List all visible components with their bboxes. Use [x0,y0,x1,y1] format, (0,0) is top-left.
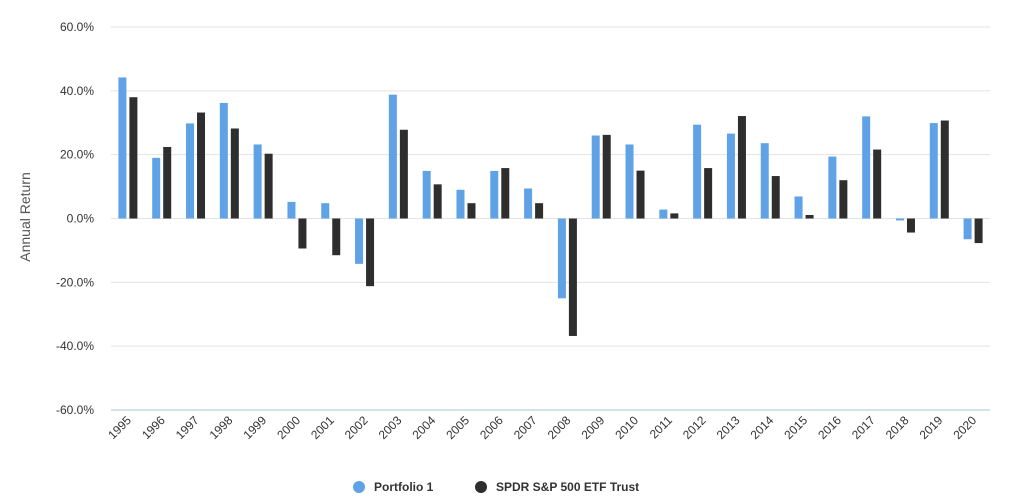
bar-portfolio-1-2001[interactable] [321,203,330,219]
bar-spdr-2019[interactable] [940,120,949,219]
y-tick-label: -20.0% [56,275,94,289]
x-tick-label: 2020 [950,413,979,442]
bar-spdr-2010[interactable] [636,170,645,219]
bar-spdr-1996[interactable] [163,147,172,219]
bar-spdr-2012[interactable] [704,168,713,219]
bar-portfolio-1-1997[interactable] [186,123,195,219]
x-tick-label: 2019 [917,413,946,442]
bar-portfolio-1-2005[interactable] [456,189,465,219]
bar-spdr-2011[interactable] [670,213,679,219]
x-tick-label: 2016 [815,413,844,442]
x-tick-label: 2003 [376,413,405,442]
bar-spdr-2006[interactable] [501,168,510,219]
legend-item-spdr[interactable]: SPDR S&P 500 ETF Trust [475,480,639,494]
bar-portfolio-1-2008[interactable] [557,218,566,299]
x-tick-label: 1999 [240,413,269,442]
bar-portfolio-1-2007[interactable] [524,188,533,219]
bar-spdr-2007[interactable] [535,203,544,219]
x-tick-label: 2000 [274,413,303,442]
x-tick-label: 2002 [342,413,371,442]
x-tick-label: 2015 [781,413,810,442]
bar-portfolio-1-1996[interactable] [152,157,161,219]
bar-spdr-2020[interactable] [974,218,983,244]
bar-spdr-1998[interactable] [230,128,239,219]
bar-spdr-2003[interactable] [399,129,408,219]
bars [118,77,983,336]
bar-portfolio-1-2003[interactable] [388,94,397,219]
bar-spdr-2004[interactable] [433,184,442,219]
bar-portfolio-1-2000[interactable] [287,201,296,219]
x-tick-label: 2012 [680,413,709,442]
x-tick-label: 2008 [545,413,574,442]
y-tick-label: 20.0% [60,148,94,162]
y-tick-label: -60.0% [56,403,94,417]
x-axis-ticks: 1995 1996 1997 1998 1999 2000 2001 2002 2003 2004… [105,413,979,442]
x-tick-label: 2005 [443,413,472,442]
bar-portfolio-1-1999[interactable] [253,144,262,219]
bar-spdr-2005[interactable] [467,203,476,219]
bar-portfolio-1-2020[interactable] [963,218,972,240]
bar-spdr-2016[interactable] [839,180,848,219]
bar-spdr-2009[interactable] [602,134,611,219]
legend[interactable]: Portfolio 1 SPDR S&P 500 ETF Trust [353,480,639,494]
legend-item-portfolio-1[interactable]: Portfolio 1 [353,480,434,494]
x-tick-label: 1996 [139,413,168,442]
y-tick-label: -40.0% [56,339,94,353]
x-tick-label: 1995 [105,413,134,442]
x-tick-label: 1997 [173,413,202,442]
legend-label-spdr[interactable]: SPDR S&P 500 ETF Trust [496,480,639,494]
y-axis-label: Annual Return [17,172,33,262]
bar-spdr-2008[interactable] [568,218,577,336]
bar-portfolio-1-2017[interactable] [862,116,871,219]
x-tick-label: 2010 [612,413,641,442]
x-tick-label: 2006 [477,413,506,442]
bar-spdr-1997[interactable] [197,112,206,219]
bar-spdr-2001[interactable] [332,218,341,256]
bar-portfolio-1-2013[interactable] [726,133,735,219]
bar-portfolio-1-2015[interactable] [794,196,803,219]
bar-portfolio-1-2004[interactable] [422,170,431,219]
bar-spdr-1999[interactable] [264,153,273,219]
x-tick-label: 2011 [647,413,675,441]
legend-marker-spdr [475,481,487,493]
bar-portfolio-1-2002[interactable] [355,218,364,264]
x-tick-label: 2013 [714,413,743,442]
x-tick-label: 2009 [579,413,608,442]
bar-portfolio-1-2009[interactable] [591,135,600,219]
x-tick-label: 2004 [410,413,439,442]
bar-portfolio-1-2019[interactable] [929,123,938,219]
y-tick-label: 0.0% [67,212,95,226]
x-tick-label: 2018 [883,413,912,442]
bar-portfolio-1-1998[interactable] [219,102,228,219]
legend-label-portfolio-1[interactable]: Portfolio 1 [374,480,434,494]
y-axis-ticks: 60.0% 40.0% 20.0% 0.0% -20.0% -40.0% -60.0% [56,20,94,417]
x-tick-label: 2017 [849,413,878,442]
y-tick-label: 40.0% [60,84,94,98]
bar-spdr-2015[interactable] [805,214,814,219]
bar-portfolio-1-1995[interactable] [118,77,127,219]
legend-marker-portfolio-1 [353,481,365,493]
y-tick-label: 60.0% [60,20,94,34]
bar-portfolio-1-2012[interactable] [693,124,702,219]
bar-portfolio-1-2014[interactable] [760,143,769,219]
bar-spdr-2014[interactable] [771,176,780,219]
bar-spdr-2002[interactable] [366,218,375,287]
bar-portfolio-1-2010[interactable] [625,144,634,219]
bar-spdr-2018[interactable] [906,218,915,233]
bar-spdr-2017[interactable] [873,149,882,219]
bar-portfolio-1-2011[interactable] [659,209,668,219]
x-tick-label: 1998 [207,413,236,442]
bar-portfolio-1-2016[interactable] [828,156,837,219]
x-tick-label: 2007 [511,413,540,442]
bar-portfolio-1-2018[interactable] [895,218,904,221]
bar-portfolio-1-2006[interactable] [490,170,499,219]
grid-lines [111,26,990,411]
bar-spdr-2000[interactable] [298,218,307,249]
x-tick-label: 2001 [308,413,337,442]
bar-spdr-1995[interactable] [129,97,138,219]
x-tick-label: 2014 [748,413,777,442]
bar-spdr-2013[interactable] [737,116,746,219]
